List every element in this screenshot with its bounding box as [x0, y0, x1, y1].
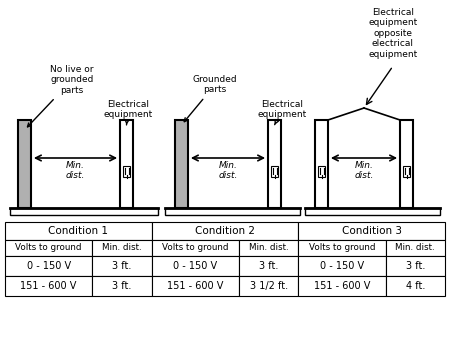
Bar	[268, 120, 281, 208]
Text: 0 - 150 V: 0 - 150 V	[173, 261, 217, 271]
Bar	[298, 256, 386, 276]
Text: Min. dist.: Min. dist.	[102, 244, 142, 252]
Bar	[5, 276, 92, 296]
Bar	[5, 222, 152, 240]
Bar	[120, 120, 133, 208]
Bar	[400, 120, 413, 208]
Bar	[10, 208, 158, 215]
Text: Min. dist.: Min. dist.	[249, 244, 288, 252]
Bar	[5, 256, 92, 276]
Bar	[298, 222, 445, 240]
Text: 151 - 600 V: 151 - 600 V	[314, 281, 370, 291]
Text: 3 ft.: 3 ft.	[259, 261, 278, 271]
Text: Min.
dist.: Min. dist.	[218, 161, 238, 180]
Bar	[152, 276, 239, 296]
Bar	[152, 222, 298, 240]
Text: 151 - 600 V: 151 - 600 V	[20, 281, 77, 291]
Text: Condition 3: Condition 3	[342, 226, 402, 236]
Text: Condition 2: Condition 2	[195, 226, 255, 236]
Bar	[123, 166, 130, 177]
Bar	[92, 256, 152, 276]
Text: Volts to ground: Volts to ground	[15, 244, 82, 252]
Text: Condition 1: Condition 1	[48, 226, 108, 236]
Text: Grounded
parts: Grounded parts	[184, 75, 237, 122]
Bar	[318, 166, 325, 177]
Bar	[92, 276, 152, 296]
Bar	[298, 276, 386, 296]
Text: No live or
grounded
parts: No live or grounded parts	[27, 65, 94, 127]
Bar	[175, 120, 188, 208]
Bar	[315, 120, 328, 208]
Bar	[271, 166, 278, 177]
Bar	[152, 240, 239, 256]
Text: 3 ft.: 3 ft.	[405, 261, 425, 271]
Bar	[18, 120, 31, 208]
Text: Min.
dist.: Min. dist.	[66, 161, 85, 180]
Text: Electrical
equipment: Electrical equipment	[104, 100, 153, 125]
Bar	[152, 256, 239, 276]
Bar	[403, 166, 410, 177]
Bar	[239, 276, 298, 296]
Text: Volts to ground: Volts to ground	[309, 244, 375, 252]
Text: 151 - 600 V: 151 - 600 V	[167, 281, 224, 291]
Bar	[386, 276, 445, 296]
Text: Volts to ground: Volts to ground	[162, 244, 229, 252]
Text: Electrical
equipment: Electrical equipment	[257, 100, 306, 125]
Bar	[92, 240, 152, 256]
Text: Min.
dist.: Min. dist.	[354, 161, 374, 180]
Text: 4 ft.: 4 ft.	[405, 281, 425, 291]
Bar	[386, 240, 445, 256]
Text: Min. dist.: Min. dist.	[396, 244, 435, 252]
Text: 3 ft.: 3 ft.	[112, 281, 132, 291]
Text: 0 - 150 V: 0 - 150 V	[27, 261, 71, 271]
Bar	[5, 240, 92, 256]
Bar	[165, 208, 300, 215]
Text: 0 - 150 V: 0 - 150 V	[320, 261, 364, 271]
Bar	[386, 256, 445, 276]
Bar	[298, 240, 386, 256]
Bar	[239, 256, 298, 276]
Text: 3 ft.: 3 ft.	[112, 261, 132, 271]
Text: 3 1/2 ft.: 3 1/2 ft.	[250, 281, 288, 291]
Bar	[239, 240, 298, 256]
Text: Electrical
equipment
opposite
electrical
equipment: Electrical equipment opposite electrical…	[369, 8, 418, 58]
Bar	[305, 208, 440, 215]
